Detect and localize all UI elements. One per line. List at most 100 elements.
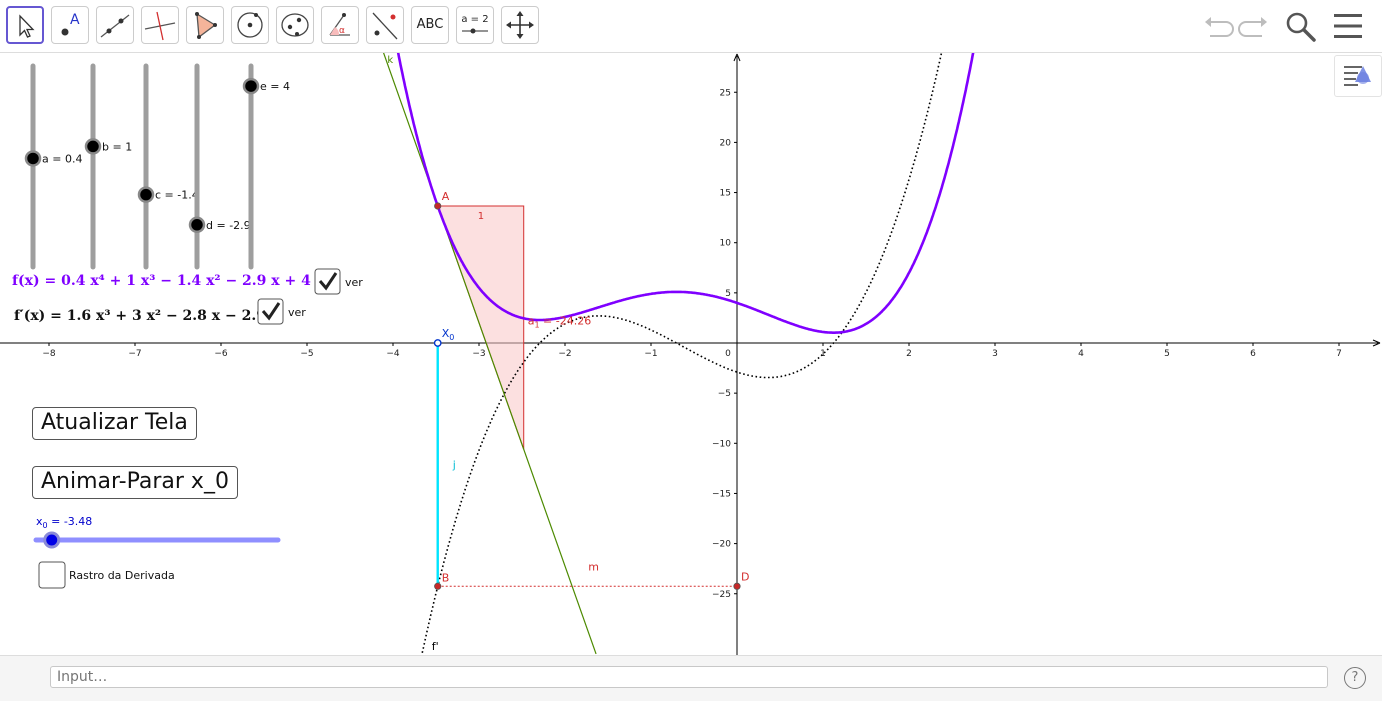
y-tick-label: −5 — [718, 389, 731, 399]
text-tool[interactable]: ABC — [411, 6, 449, 44]
check-icon — [261, 302, 281, 321]
move-arrows-icon — [506, 11, 534, 39]
slider-b-label: b = 1 — [102, 140, 132, 153]
function-fprime-text: f′(x) = 1.6 x³ + 3 x² − 2.8 x − 2.9 — [14, 308, 266, 324]
x-tick-label: 5 — [1164, 349, 1170, 359]
circle-tool[interactable] — [231, 6, 269, 44]
text-tool-label: ABC — [416, 17, 444, 32]
y-tick-label: 15 — [720, 189, 731, 199]
slider-a-handle[interactable] — [24, 150, 42, 167]
axes: −8 −7 −6 −5 −4 −3 −2 −1 0 1 2 3 4 5 6 7252015105−5−10−1… — [0, 53, 1381, 655]
x-tick-label: −8 — [42, 349, 56, 359]
slider-tool-label: a = 2 — [461, 14, 488, 25]
refresh-button[interactable]: Atualizar Tela — [32, 407, 197, 440]
help-icon[interactable]: ? — [1344, 667, 1366, 689]
y-tick-label: 5 — [725, 289, 731, 299]
slider-icon: a = 2 — [461, 14, 489, 34]
point-x0[interactable] — [433, 339, 442, 347]
label-k: k — [387, 55, 393, 66]
conic-tool[interactable] — [276, 6, 314, 44]
angle-tool-glyph: α — [339, 26, 345, 36]
line-tool[interactable] — [96, 6, 134, 44]
angle-tool[interactable]: α — [321, 6, 359, 44]
reflect-tool[interactable] — [366, 6, 404, 44]
check-icon — [318, 272, 338, 291]
redo-icon[interactable] — [1238, 12, 1272, 42]
label-a1-value: = -24.26 — [540, 315, 592, 328]
graphics-view[interactable]: −8 −7 −6 −5 −4 −3 −2 −1 0 1 2 3 4 5 6 7252015105−5−10−1… — [0, 53, 1382, 655]
label-triangle-run: 1 — [478, 211, 484, 222]
slider-e-handle[interactable] — [242, 77, 260, 95]
x-tick-label: −6 — [214, 349, 228, 359]
slider-d-handle[interactable] — [188, 216, 206, 234]
algebra-input[interactable] — [50, 666, 1328, 688]
x-tick-label: −7 — [128, 349, 141, 359]
point-d[interactable] — [733, 582, 741, 590]
trace-checkbox[interactable] — [38, 561, 66, 589]
ellipse-icon — [281, 13, 309, 37]
polygon-icon — [195, 12, 217, 39]
x-tick-label: 3 — [992, 349, 998, 359]
label-j: j — [452, 459, 456, 472]
perpendicular-tool[interactable] — [141, 6, 179, 44]
label-x0: X0 — [442, 327, 455, 342]
x-tick-label: 2 — [906, 349, 912, 359]
circle-center-icon — [237, 12, 263, 38]
slider-b-handle[interactable] — [84, 138, 102, 155]
input-bar — [0, 655, 1382, 701]
cursor-arrow-icon — [19, 14, 35, 38]
move-tool[interactable] — [6, 6, 44, 44]
point-b[interactable] — [434, 582, 442, 590]
label-a1-main: a — [528, 315, 535, 328]
point-tool-glyph: A — [70, 12, 80, 28]
tangent-line-k — [382, 53, 597, 655]
menu-icon[interactable] — [1332, 12, 1364, 40]
y-tick-label: −15 — [712, 489, 731, 499]
slider-c-label: c = -1.4 — [155, 189, 199, 202]
x-tick-label: 1 — [820, 349, 826, 359]
slider-d-label: d = -2.9 — [206, 219, 251, 232]
function-f-text: f(x) = 0.4 x⁴ + 1 x³ − 1.4 x² − 2.9 x + … — [12, 273, 311, 289]
label-a: A — [442, 190, 450, 203]
y-axis-arrow — [733, 53, 741, 62]
checkbox-ver-fprime-label: ver — [288, 306, 306, 319]
reflect-icon — [372, 12, 398, 40]
angle-icon: α — [329, 13, 350, 36]
trace-checkbox-label: Rastro da Derivada — [69, 569, 175, 582]
animate-button[interactable]: Animar-Parar x_0 — [32, 466, 238, 499]
y-tick-label: −25 — [712, 590, 731, 600]
x-axis-arrow — [1372, 339, 1381, 347]
label-x0-subscript: 0 — [449, 333, 454, 342]
point-tool[interactable]: A — [51, 6, 89, 44]
x0-slider-label: x0 = -3.48 — [36, 515, 92, 530]
perpendicular-line-icon — [144, 11, 176, 41]
y-tick-label: −10 — [712, 439, 731, 449]
slider-e-label: e = 4 — [260, 80, 290, 93]
search-icon[interactable] — [1284, 10, 1318, 44]
label-x0-main: X — [442, 327, 450, 340]
y-tick-label: −20 — [712, 540, 731, 550]
checkbox-ver-f[interactable] — [314, 268, 341, 295]
x0-slider-handle[interactable] — [43, 531, 61, 549]
point-a[interactable] — [434, 202, 442, 210]
toolbar: A α ABC a = 2 — [0, 0, 1382, 53]
move-graphics-tool[interactable] — [501, 6, 539, 44]
x0-slider-label-subscript: 0 — [43, 521, 48, 530]
x-tick-label: 7 — [1336, 349, 1342, 359]
undo-icon[interactable] — [1200, 12, 1234, 42]
slider-tool[interactable]: a = 2 — [456, 6, 494, 44]
x-tick-label: −2 — [558, 349, 571, 359]
parameter-sliders: a = 0.4 b = 1 c = -1.4 d = -2.9 e = 4 — [24, 63, 290, 270]
checkbox-ver-f-label: ver — [345, 276, 363, 289]
style-bar-toggle[interactable] — [1334, 55, 1382, 97]
label-f-prime: f' — [432, 640, 439, 653]
y-tick-label: 20 — [720, 138, 732, 148]
x0-slider-value: = -3.48 — [48, 515, 93, 528]
x-tick-label: 6 — [1250, 349, 1256, 359]
checkbox-ver-fprime[interactable] — [257, 298, 284, 325]
line-icon — [100, 14, 130, 38]
polygon-tool[interactable] — [186, 6, 224, 44]
label-m: m — [588, 560, 599, 573]
x-tick-label: 0 — [725, 349, 731, 359]
slider-c-handle[interactable] — [137, 186, 155, 203]
